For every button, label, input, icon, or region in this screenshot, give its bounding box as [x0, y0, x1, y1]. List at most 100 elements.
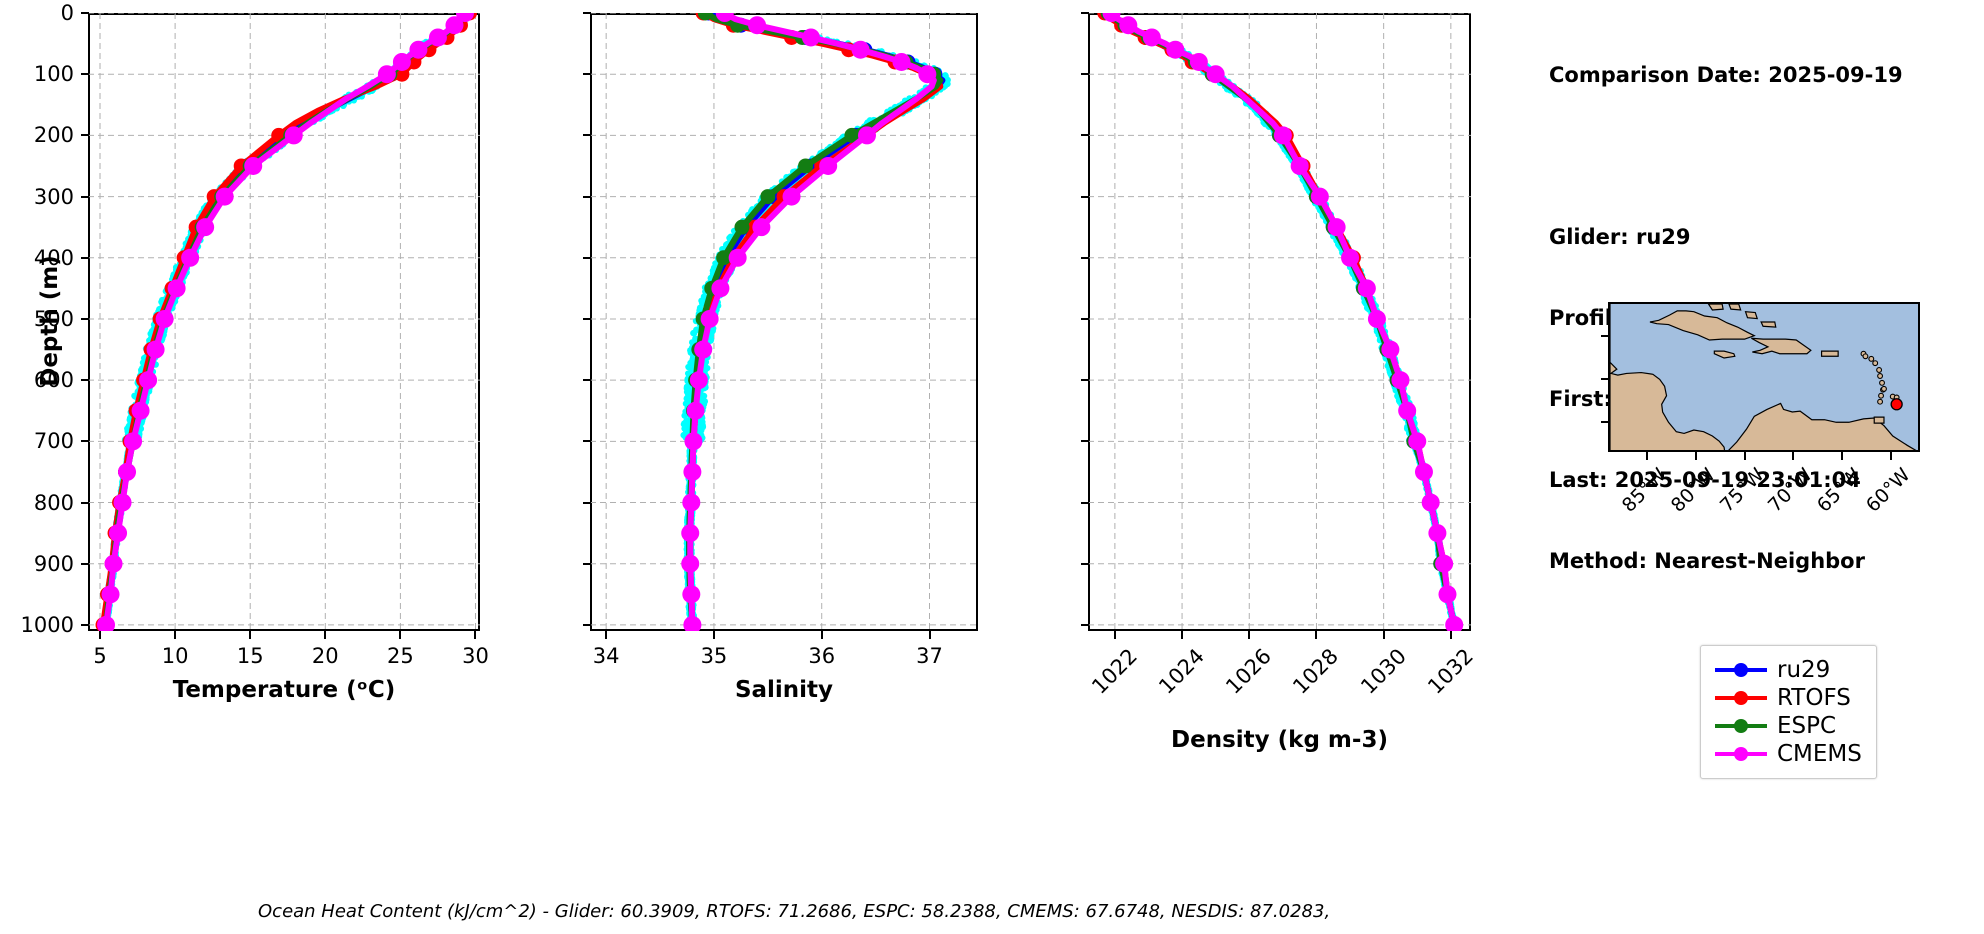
y-tick-mark	[81, 379, 89, 382]
series-marker	[752, 218, 771, 237]
landmass	[1760, 321, 1777, 328]
x-tick-mark	[1113, 631, 1116, 639]
series-marker	[1398, 401, 1417, 420]
meta-spacer	[1549, 143, 1903, 170]
salinity-tick-label: 35	[700, 644, 728, 668]
series-marker	[760, 189, 776, 205]
temperature-tick-label: 10	[161, 644, 189, 668]
landmass	[1713, 350, 1736, 359]
map-lon-tick	[1792, 452, 1795, 460]
map-lon-tick	[1646, 452, 1648, 460]
x-tick-mark	[1449, 631, 1452, 639]
legend-label: ESPC	[1777, 713, 1837, 739]
x-tick-mark	[712, 631, 715, 639]
y-tick-mark	[583, 623, 591, 626]
series-marker	[1166, 40, 1185, 59]
series-rtofs	[1097, 13, 1462, 631]
legend-label: CMEMS	[1777, 741, 1862, 767]
density-tick-label: 1030	[1355, 644, 1411, 699]
series-marker	[697, 13, 713, 21]
y-tick-mark	[81, 623, 89, 626]
salinity-axis-title: Salinity	[734, 677, 834, 703]
x-tick-mark	[1248, 631, 1251, 639]
island	[1872, 360, 1879, 367]
series-marker	[1367, 309, 1386, 328]
series-marker	[118, 462, 137, 481]
series-marker	[681, 524, 700, 543]
series-marker	[683, 462, 702, 481]
density-tick-label: 1022	[1087, 644, 1142, 699]
series-marker	[181, 248, 200, 267]
y-tick-mark	[1081, 12, 1089, 14]
series-marker	[146, 340, 165, 359]
series-marker	[1189, 52, 1208, 71]
series-marker	[686, 401, 705, 420]
series-marker	[711, 279, 730, 298]
legend-label: ru29	[1777, 657, 1831, 683]
series-marker	[109, 524, 128, 543]
y-tick-mark	[81, 501, 89, 504]
series-marker	[131, 401, 150, 420]
y-tick-mark	[1081, 73, 1089, 76]
y-tick-mark	[1081, 623, 1089, 626]
series-marker	[124, 432, 143, 451]
y-tick-mark	[583, 195, 591, 198]
density-profile-panel: 1022 1024 1026 1028 1030 1032 Density (kg m-3)	[1081, 12, 1478, 753]
salinity-tick-label: 36	[808, 644, 836, 668]
legend-entry-ru29[interactable]: ru29	[1715, 656, 1862, 684]
series-marker	[392, 52, 411, 71]
landmass	[1610, 304, 1726, 450]
legend-marker-dot	[1734, 747, 1748, 761]
series-espc	[1100, 13, 1462, 631]
y-tick-mark	[583, 317, 591, 320]
depth-tick-label: 900	[33, 551, 74, 576]
series-marker	[1119, 16, 1138, 35]
series-marker	[139, 371, 158, 390]
series-marker	[1142, 28, 1161, 47]
y-tick-mark	[1081, 317, 1089, 320]
legend-entry-espc[interactable]: ESPC	[1715, 712, 1862, 740]
series-marker	[700, 309, 719, 328]
series-marker	[1421, 493, 1440, 512]
x-tick-mark	[399, 631, 402, 639]
depth-tick-label: 800	[33, 490, 74, 515]
series-marker	[1414, 462, 1433, 481]
density-tick-label: 1032	[1423, 644, 1478, 699]
salinity-plot-area	[590, 13, 978, 631]
landmass	[1820, 350, 1839, 357]
legend-entry-rtofs[interactable]: RTOFS	[1715, 684, 1862, 712]
series-marker	[1102, 13, 1121, 22]
series-marker	[1310, 187, 1329, 206]
legend-marker-dot	[1734, 719, 1748, 733]
glider-position-marker	[1890, 398, 1903, 411]
salinity-axes	[590, 13, 978, 631]
temperature-tick-label: 25	[387, 644, 414, 668]
legend-entry-cmems[interactable]: CMEMS	[1715, 740, 1862, 768]
depth-tick-label: 1000	[20, 612, 74, 637]
legend-line-swatch	[1715, 747, 1767, 761]
island	[1862, 353, 1869, 360]
series-marker	[734, 219, 750, 235]
island	[1868, 355, 1875, 362]
series-marker	[215, 187, 234, 206]
series-marker	[1438, 585, 1457, 604]
y-tick-mark	[81, 195, 89, 198]
series-marker	[681, 554, 700, 573]
landmass	[1707, 304, 1724, 311]
depth-tick-label: 700	[33, 429, 74, 454]
series-marker	[844, 127, 860, 143]
depth-tick-label: 500	[33, 306, 74, 331]
depth-tick-label: 200	[33, 123, 74, 148]
x-tick-mark	[928, 631, 931, 639]
series-marker	[1327, 218, 1346, 237]
y-tick-mark	[81, 317, 89, 320]
y-tick-mark	[81, 562, 89, 565]
caribbean-map-frame	[1608, 302, 1920, 452]
density-axes	[1088, 13, 1471, 631]
series-legend: ru29 RTOFS ESPC CMEMS	[1700, 645, 1877, 779]
landmass	[1728, 304, 1742, 311]
y-tick-mark	[583, 501, 591, 504]
x-tick-mark	[474, 631, 477, 639]
island	[1881, 385, 1887, 392]
x-tick-mark	[249, 631, 252, 639]
